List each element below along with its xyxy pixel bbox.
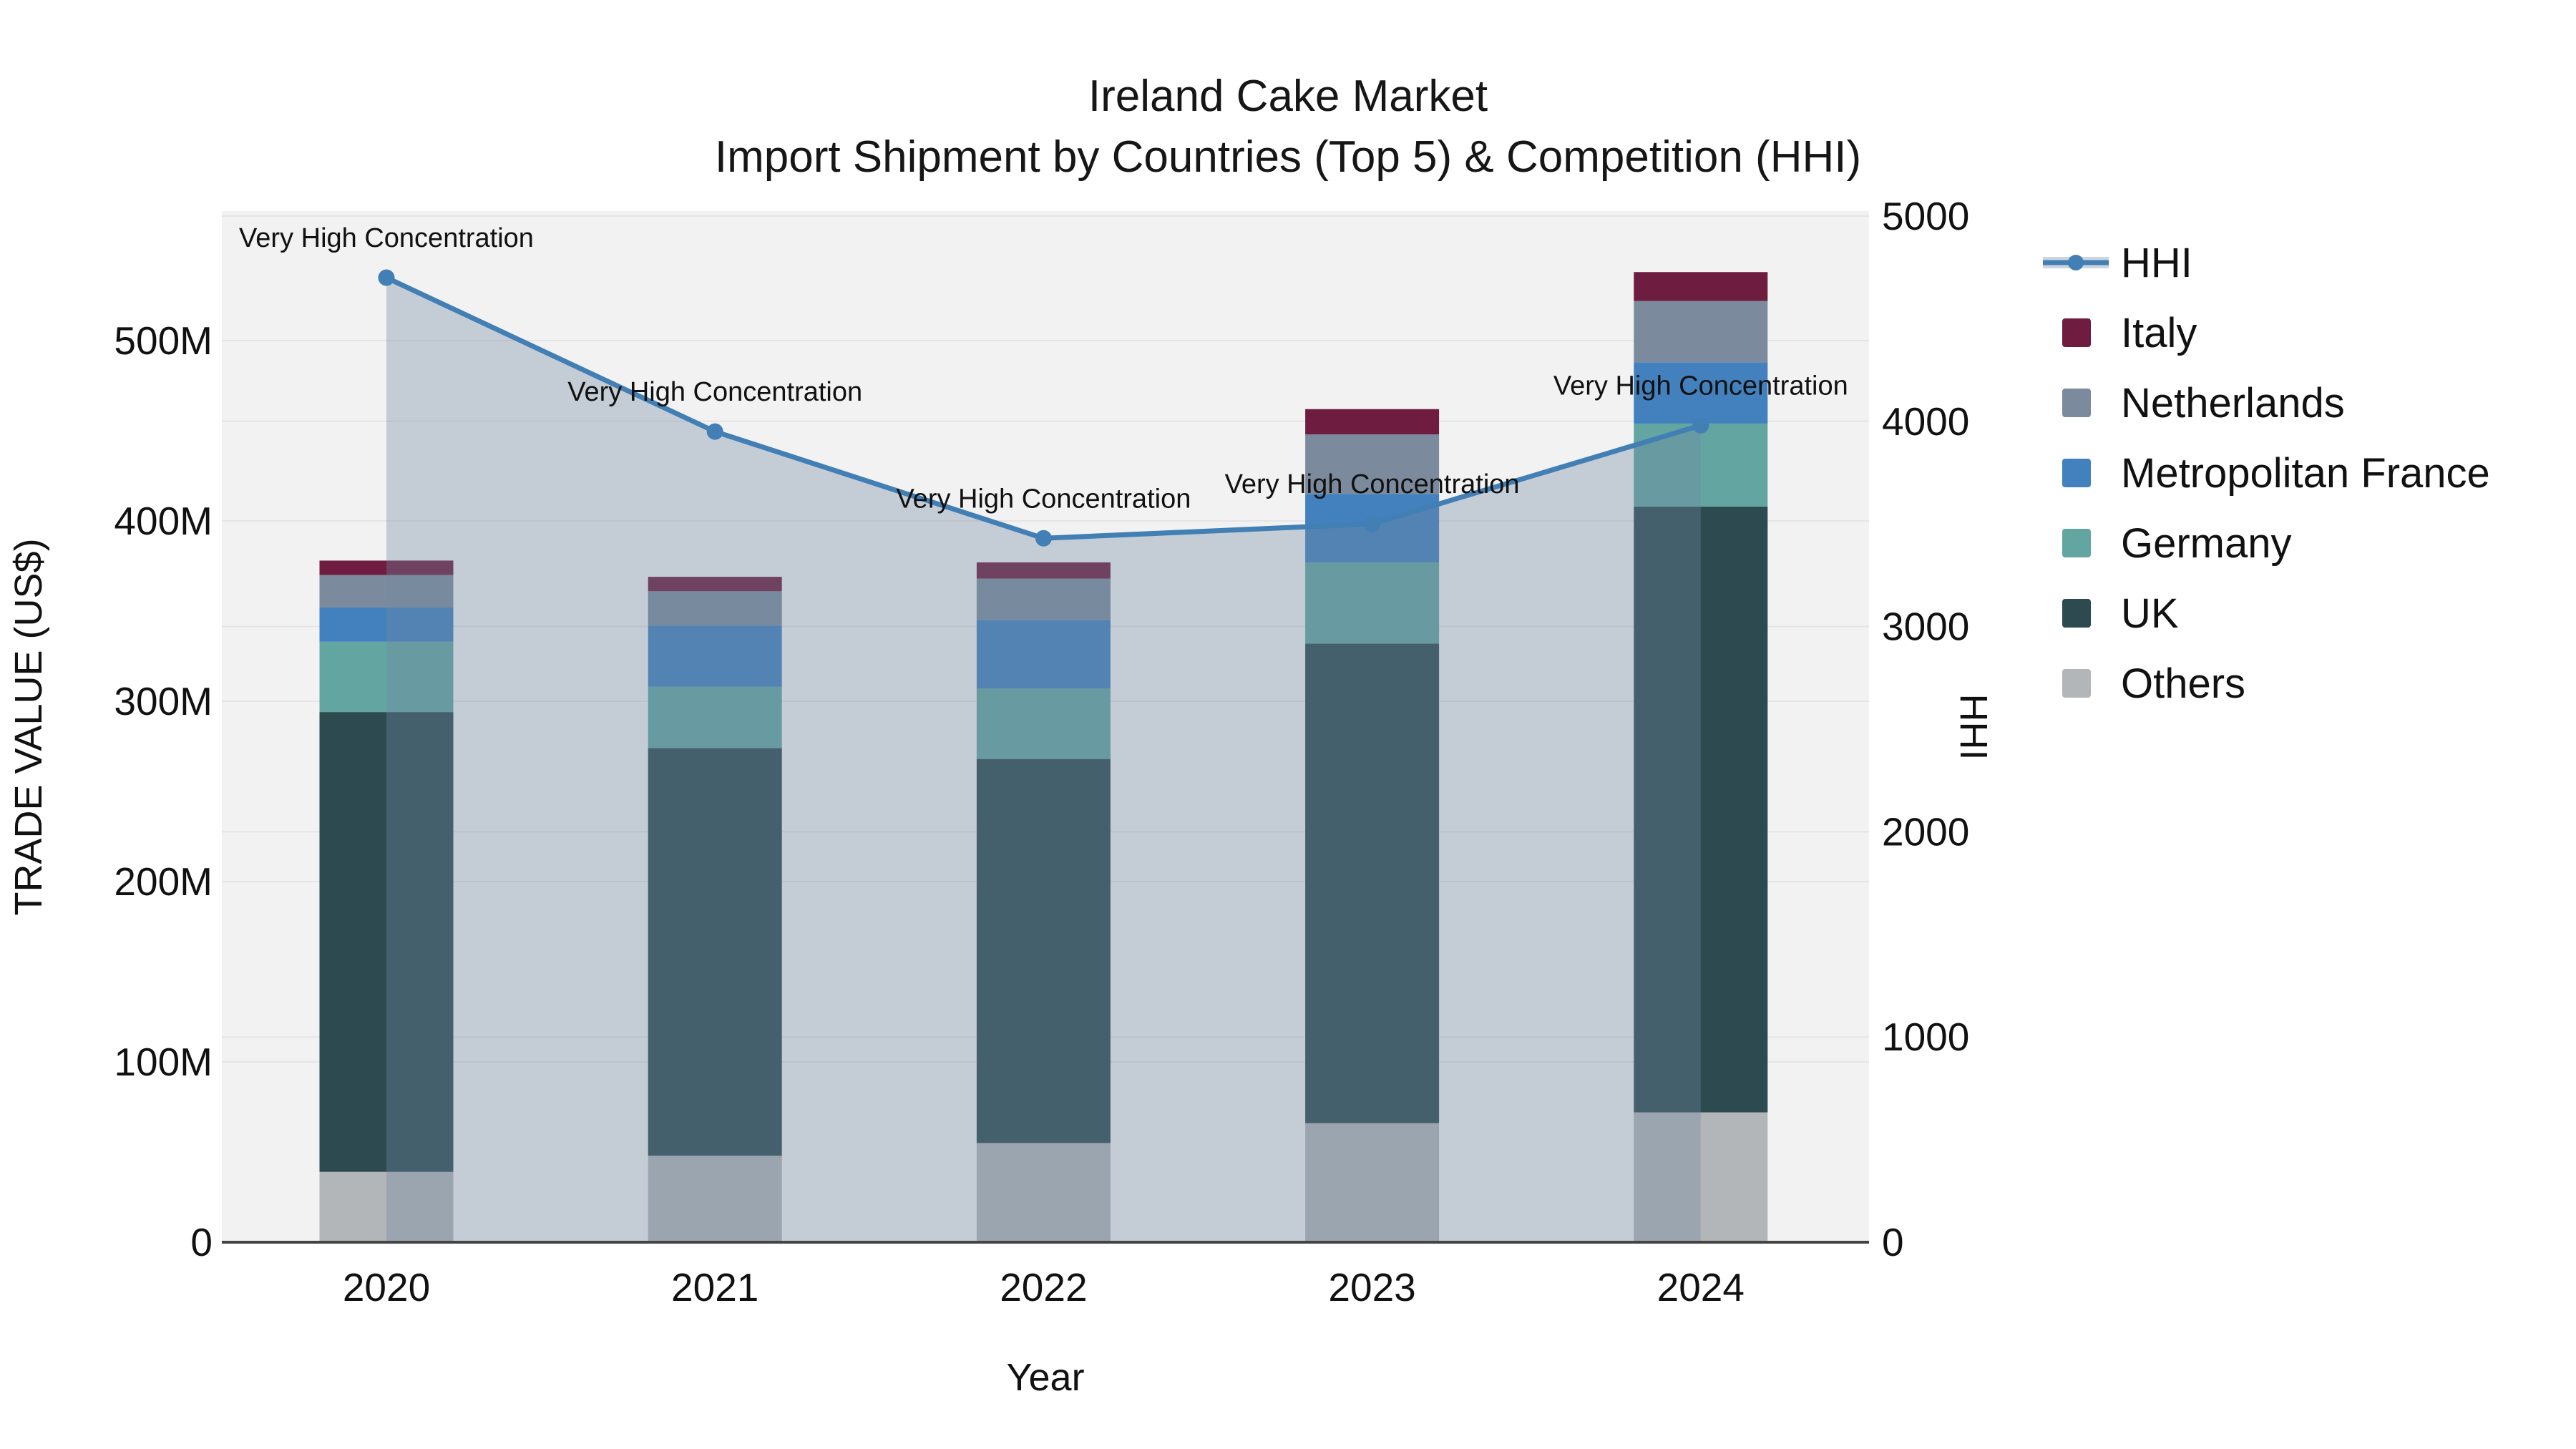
hhi-area-fill xyxy=(386,278,1701,1242)
bar-segment-2023-uk xyxy=(1305,643,1440,1123)
chart-title: Ireland Cake Market Import Shipment by C… xyxy=(0,66,2576,187)
x-axis-title: Year xyxy=(1006,1356,1084,1399)
x-tick-2021: 2021 xyxy=(671,1265,758,1309)
annotation-2024: Very High Concentration xyxy=(1553,371,1848,401)
bar-segment-2024-uk xyxy=(1634,506,1768,1113)
legend-label: Germany xyxy=(2121,519,2292,567)
x-tick-2024: 2024 xyxy=(1657,1265,1745,1309)
bar-segment-2021-italy xyxy=(648,577,782,592)
chart-title-line1: Ireland Cake Market xyxy=(1088,72,1488,121)
chart-title-line2: Import Shipment by Countries (Top 5) & C… xyxy=(714,132,1862,182)
legend-label: Netherlands xyxy=(2121,379,2345,426)
right-tick-1000: 1000 xyxy=(1882,1015,1969,1059)
left-tick-500M: 500M xyxy=(114,318,213,363)
bar-segment-2022-uk xyxy=(976,758,1111,1143)
legend-square-icon xyxy=(2062,529,2091,557)
legend-item-germany[interactable]: Germany xyxy=(2043,508,2490,578)
hhi-point-2024 xyxy=(1692,417,1709,434)
left-tick-100M: 100M xyxy=(114,1040,213,1084)
right-tick-2000: 2000 xyxy=(1882,809,1969,854)
legend-square-icon xyxy=(2062,318,2091,347)
bar-segment-2021-uk xyxy=(648,748,782,1156)
hhi-point-2020 xyxy=(378,269,395,286)
bar-segment-2022-netherlands xyxy=(976,578,1111,620)
legend-item-metropolitan-france[interactable]: Metropolitan France xyxy=(2043,438,2490,508)
hhi-line-swatch-icon xyxy=(2043,248,2121,277)
legend-square-icon xyxy=(2062,389,2091,417)
legend-item-others[interactable]: Others xyxy=(2043,648,2490,718)
bar-segment-2024-metropolitan-france xyxy=(1634,362,1768,424)
x-tick-2020: 2020 xyxy=(343,1265,430,1309)
bar-segment-2020-uk xyxy=(319,712,454,1172)
legend-label: Others xyxy=(2121,660,2246,707)
bar-segment-2022-italy xyxy=(976,562,1111,579)
bar-segment-2022-germany xyxy=(976,688,1111,759)
left-tick-400M: 400M xyxy=(114,499,213,543)
legend-item-netherlands[interactable]: Netherlands xyxy=(2043,368,2490,438)
bar-segment-2023-netherlands xyxy=(1305,434,1440,494)
left-axis-title: TRADE VALUE (US$) xyxy=(7,538,50,915)
legend-item-hhi[interactable]: HHI xyxy=(2043,228,2490,298)
bar-segment-2024-netherlands xyxy=(1634,301,1768,363)
bar-segment-2023-germany xyxy=(1305,562,1440,644)
bar-segment-2020-italy xyxy=(319,560,454,575)
series-color-swatch-icon xyxy=(2043,318,2121,347)
x-tick-2023: 2023 xyxy=(1328,1265,1415,1309)
annotation-2021: Very High Concentration xyxy=(567,377,862,407)
series-color-swatch-icon xyxy=(2043,389,2121,417)
legend-item-italy[interactable]: Italy xyxy=(2043,298,2490,368)
bar-segment-2021-germany xyxy=(648,686,782,748)
legend-label: HHI xyxy=(2121,239,2192,286)
left-tick-0: 0 xyxy=(190,1220,213,1264)
bar-segment-2024-others xyxy=(1634,1112,1768,1242)
right-tick-4000: 4000 xyxy=(1882,399,1969,444)
hhi-line-icon xyxy=(2043,255,2109,270)
hhi-point-2022 xyxy=(1035,530,1052,547)
x-tick-2022: 2022 xyxy=(1000,1265,1087,1309)
left-tick-200M: 200M xyxy=(114,859,213,904)
bar-segment-2021-metropolitan-france xyxy=(648,625,782,687)
bar-segment-2022-others xyxy=(976,1143,1111,1242)
bar-segment-2023-italy xyxy=(1305,409,1440,435)
legend-label: UK xyxy=(2121,590,2179,637)
annotation-2020: Very High Concentration xyxy=(239,223,534,253)
right-axis-title: HHI xyxy=(1952,694,1995,761)
hhi-point-2023 xyxy=(1364,515,1381,532)
right-tick-0: 0 xyxy=(1882,1220,1904,1264)
bar-segment-2020-metropolitan-france xyxy=(319,607,454,642)
hhi-point-2021 xyxy=(706,423,723,440)
legend: HHI Italy Netherlands Metropolitan France Ge… xyxy=(2043,228,2490,718)
legend-square-icon xyxy=(2062,599,2091,628)
right-tick-3000: 3000 xyxy=(1882,605,1969,649)
bar-segment-2021-netherlands xyxy=(648,591,782,626)
bar-segment-2024-italy xyxy=(1634,272,1768,301)
bar-segment-2021-others xyxy=(648,1156,782,1242)
series-color-swatch-icon xyxy=(2043,669,2121,698)
annotation-2023: Very High Concentration xyxy=(1225,469,1520,499)
right-tick-5000: 5000 xyxy=(1882,194,1969,238)
series-color-swatch-icon xyxy=(2043,599,2121,628)
legend-square-icon xyxy=(2062,459,2091,487)
legend-label: Metropolitan France xyxy=(2121,449,2490,497)
bar-segment-2023-others xyxy=(1305,1123,1440,1242)
series-color-swatch-icon xyxy=(2043,529,2121,557)
left-tick-300M: 300M xyxy=(114,679,213,723)
series-color-swatch-icon xyxy=(2043,459,2121,487)
legend-item-uk[interactable]: UK xyxy=(2043,578,2490,648)
legend-label: Italy xyxy=(2121,309,2197,356)
bar-segment-2020-netherlands xyxy=(319,575,454,608)
legend-square-icon xyxy=(2062,669,2091,698)
bar-segment-2020-others xyxy=(319,1171,454,1242)
annotation-2022: Very High Concentration xyxy=(896,484,1191,514)
bar-segment-2022-metropolitan-france xyxy=(976,620,1111,689)
bar-segment-2020-germany xyxy=(319,641,454,713)
